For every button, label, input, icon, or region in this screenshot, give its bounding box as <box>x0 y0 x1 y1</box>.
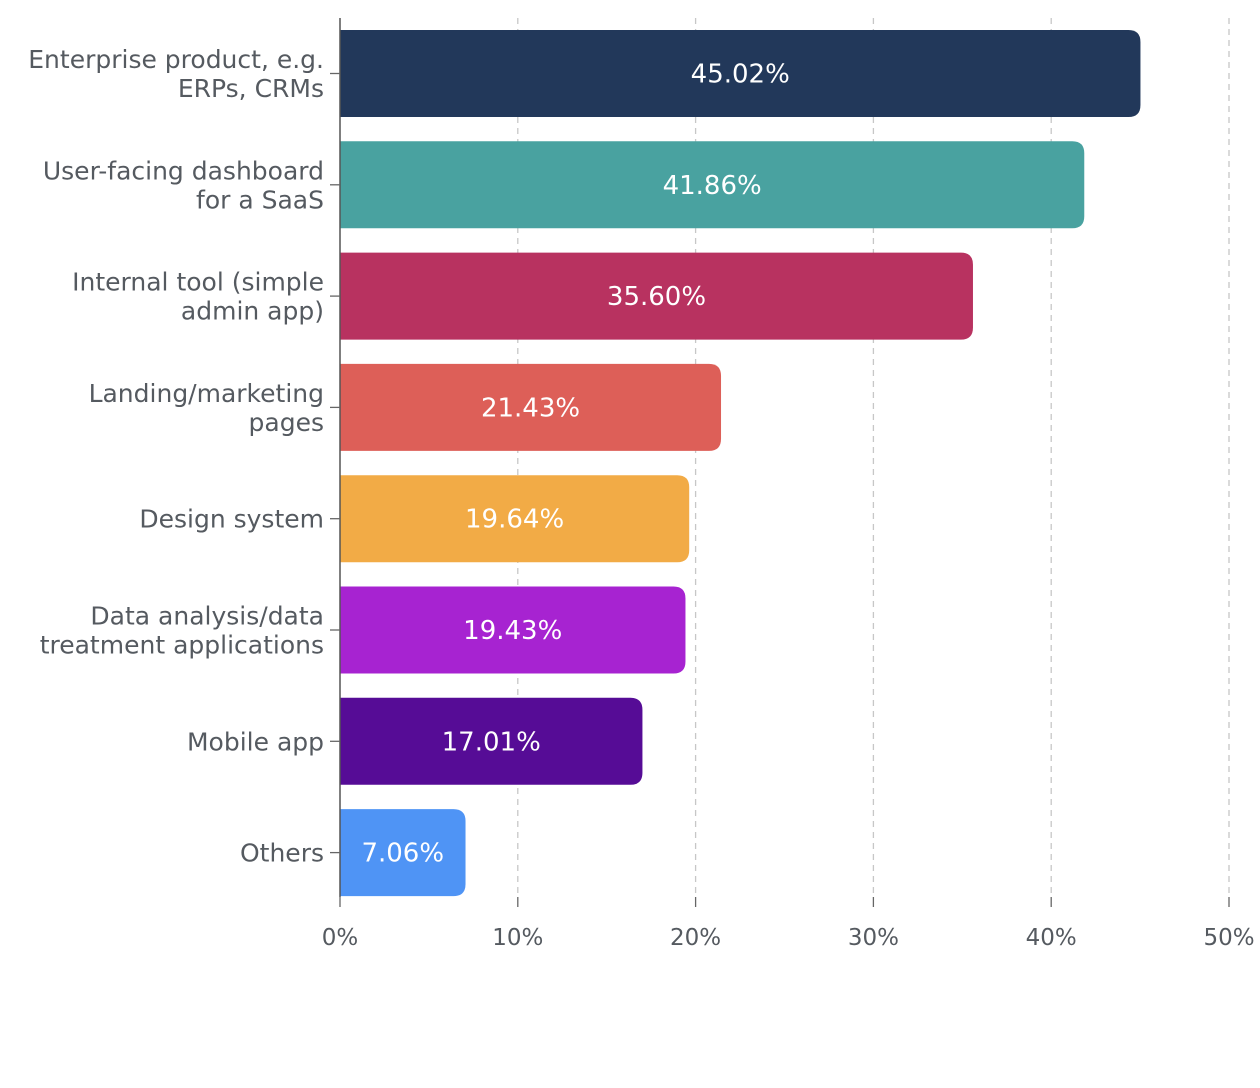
x-tick-label: 50% <box>1203 925 1254 951</box>
bar <box>340 30 1141 117</box>
category-label: Others <box>240 839 324 868</box>
x-tick-label: 20% <box>670 925 721 951</box>
category-label: Enterprise product, e.g. ERPs, CRMs <box>28 45 324 103</box>
bar-value-label: 45.02% <box>691 60 790 90</box>
category-label: Internal tool (simple admin app) <box>72 268 324 326</box>
bar-value-label: 7.06% <box>361 839 444 869</box>
category-label-line: Mobile app <box>187 727 324 756</box>
category-label-line: Internal tool (simple <box>72 268 324 297</box>
bar-value-label: 35.60% <box>607 282 706 312</box>
bar <box>340 697 643 785</box>
bar-value-label: 21.43% <box>481 393 580 423</box>
bars <box>340 30 1141 897</box>
category-label-line: treatment applications <box>40 631 324 660</box>
category-label-line: Landing/marketing <box>89 379 324 408</box>
category-label-line: ERPs, CRMs <box>178 74 324 103</box>
bar <box>340 586 686 674</box>
category-label-line: Design system <box>139 505 324 534</box>
x-tick-label: 10% <box>492 925 543 951</box>
category-label-line: Others <box>240 839 324 868</box>
category-label-line: Data analysis/data <box>90 602 324 631</box>
category-label-line: Enterprise product, e.g. <box>28 45 324 74</box>
bar <box>340 809 466 897</box>
category-label-line: User-facing dashboard <box>43 156 324 185</box>
axes <box>330 18 1230 907</box>
bar-value-label: 19.64% <box>465 505 564 535</box>
bar <box>340 252 973 340</box>
bar <box>340 363 722 451</box>
category-label: Mobile app <box>187 727 324 756</box>
bar-value-label: 19.43% <box>463 616 562 646</box>
bar <box>340 475 690 563</box>
bar-value-label: 41.86% <box>663 171 762 201</box>
category-label-line: admin app) <box>181 297 324 326</box>
labels: 0% 10% 20% 30% 40% 50% 45.02% Enterprise produc… <box>28 45 1254 951</box>
category-label: Data analysis/data treatment applications <box>40 602 324 660</box>
category-label-line: for a SaaS <box>196 185 324 214</box>
x-tick-label: 0% <box>322 925 359 951</box>
x-tick-label: 40% <box>1026 925 1077 951</box>
bar <box>340 141 1085 229</box>
category-label: Design system <box>139 505 324 534</box>
category-label: Landing/marketing pages <box>89 379 324 437</box>
bar-value-label: 17.01% <box>442 727 541 757</box>
category-label-line: pages <box>249 408 324 437</box>
category-label: User-facing dashboard for a SaaS <box>43 156 324 214</box>
x-tick-label: 30% <box>848 925 899 951</box>
